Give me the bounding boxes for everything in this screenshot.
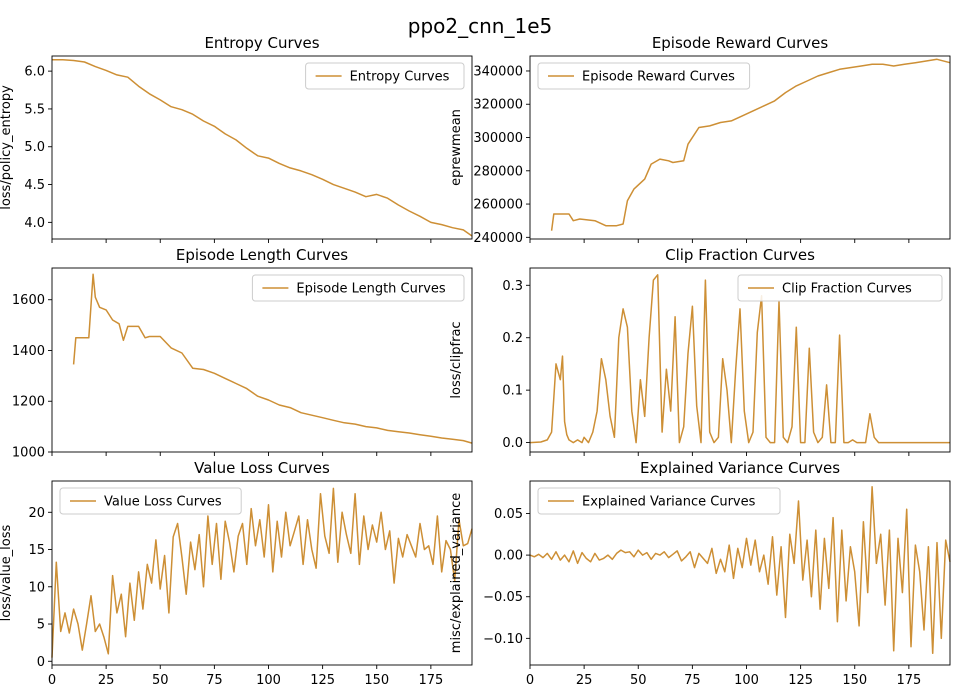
clip-fraction-curves-series-line: [529, 274, 950, 444]
entropy-curves-title: Entropy Curves: [204, 34, 319, 52]
value-loss-curves-legend-label: Value Loss Curves: [104, 495, 222, 510]
explained-variance-curves-ytick-label: 0.00: [494, 549, 523, 564]
episode-length-curves-legend: Episode Length Curves: [251, 274, 465, 302]
value-loss-curves-legend: Value Loss Curves: [59, 487, 242, 515]
entropy-curves-ytick-label: 6.0: [24, 65, 45, 80]
clip-fraction-curves-legend-label: Clip Fraction Curves: [782, 282, 912, 297]
episode-length-curves-series-line: [72, 273, 473, 444]
value-loss-curves-panel: Value Loss Curves loss/value_loss 0 5 10 15 20…: [0, 459, 473, 688]
value-loss-curves-xtick-label: 0: [48, 673, 56, 688]
episode-length-curves-ytick-label: 1400: [12, 344, 45, 359]
entropy-curves-axes-frame: [51, 55, 473, 240]
explained-variance-curves-xtick-label: 100: [734, 673, 759, 688]
clip-fraction-curves-ytick-label: 0.1: [502, 384, 523, 399]
episode-reward-curves-title: Episode Reward Curves: [652, 34, 829, 52]
episode-length-curves-legend-box: [251, 274, 465, 302]
episode-reward-curves-legend-box: [537, 62, 751, 90]
explained-variance-curves-xtick-label: 175: [896, 673, 921, 688]
explained-variance-curves-xtick-label: 50: [630, 673, 647, 688]
clip-fraction-curves-ylabel: loss/clipfrac: [449, 321, 464, 398]
value-loss-curves-ytick-label: 0: [37, 655, 45, 670]
explained-variance-curves-legend-label: Explained Variance Curves: [582, 495, 756, 510]
clip-fraction-curves-ytick-label: 0.0: [502, 436, 523, 451]
clip-fraction-curves-panel: Clip Fraction Curves loss/clipfrac 0.0 0.1 0…: [449, 246, 951, 456]
clip-fraction-curves-ytick-label: 0.2: [502, 331, 523, 346]
explained-variance-curves-panel: Explained Variance Curves misc/explained_…: [449, 459, 951, 688]
value-loss-curves-ytick-label: 15: [28, 543, 45, 558]
episode-reward-curves-ytick-label: 280000: [473, 164, 523, 179]
clip-fraction-curves-title: Clip Fraction Curves: [665, 246, 815, 264]
explained-variance-curves-ytick-label: 0.05: [494, 507, 523, 522]
clip-fraction-curves-ytick-label: 0.3: [502, 279, 523, 294]
value-loss-curves-ytick-label: 5: [37, 618, 45, 633]
value-loss-curves-axes-frame: [51, 480, 473, 666]
value-loss-curves-ytick-label: 20: [28, 506, 45, 521]
explained-variance-curves-xtick-label: 25: [576, 673, 593, 688]
explained-variance-curves-xtick-label: 125: [788, 673, 813, 688]
value-loss-curves-xtick-label: 175: [418, 673, 443, 688]
episode-reward-curves-panel: Episode Reward Curves eprewmean 240000 2600…: [449, 34, 951, 246]
entropy-curves-ytick-label: 5.5: [24, 102, 45, 117]
episode-length-curves-panel: Episode Length Curves 1000 1200 1400 1600 Epi…: [12, 246, 473, 461]
clip-fraction-curves-axes-frame: [529, 267, 951, 453]
clip-fraction-curves-legend-box: [737, 274, 943, 302]
entropy-curves-legend: Entropy Curves: [305, 62, 465, 90]
entropy-curves-legend-box: [305, 62, 465, 90]
value-loss-curves-ytick-label: 10: [28, 580, 45, 595]
clip-fraction-curves-legend: Clip Fraction Curves: [737, 274, 943, 302]
episode-length-curves-axes-frame: [51, 267, 473, 453]
episode-length-curves-title: Episode Length Curves: [176, 246, 348, 264]
value-loss-curves-xtick-label: 100: [256, 673, 281, 688]
episode-length-curves-ytick-label: 1600: [12, 293, 45, 308]
episode-reward-curves-series-line: [550, 58, 951, 231]
value-loss-curves-legend-box: [59, 487, 242, 515]
explained-variance-curves-ytick-label: −0.10: [483, 632, 523, 647]
value-loss-curves-series-line: [51, 487, 473, 658]
explained-variance-curves-legend: Explained Variance Curves: [537, 487, 781, 515]
value-loss-curves-xtick-label: 25: [98, 673, 115, 688]
explained-variance-curves-legend-box: [537, 487, 781, 515]
episode-reward-curves-ytick-label: 320000: [473, 98, 523, 113]
explained-variance-curves-axes-frame: [529, 480, 951, 666]
explained-variance-curves-ylabel: misc/explained_variance: [449, 493, 464, 653]
figure-title: ppo2_cnn_1e5: [408, 14, 552, 38]
episode-length-curves-ytick-label: 1200: [12, 395, 45, 410]
episode-reward-curves-ytick-label: 240000: [473, 231, 523, 246]
episode-length-curves-ytick-label: 1000: [12, 446, 45, 461]
value-loss-curves-title: Value Loss Curves: [194, 459, 330, 477]
value-loss-curves-ylabel: loss/value_loss: [0, 524, 14, 621]
entropy-curves-ytick-label: 5.0: [24, 140, 45, 155]
entropy-curves-legend-label: Entropy Curves: [350, 70, 450, 85]
explained-variance-curves-xtick-label: 150: [842, 673, 867, 688]
episode-reward-curves-axes-frame: [529, 55, 951, 240]
explained-variance-curves-series-line: [529, 486, 951, 655]
explained-variance-curves-xtick-label: 0: [526, 673, 534, 688]
entropy-curves-panel: Entropy Curves loss/policy_entropy 4.0 4.5 5…: [0, 34, 473, 243]
episode-reward-curves-ytick-label: 260000: [473, 198, 523, 213]
value-loss-curves-xtick-label: 50: [152, 673, 169, 688]
entropy-curves-series-line: [52, 59, 473, 237]
entropy-curves-ytick-label: 4.5: [24, 178, 45, 193]
explained-variance-curves-ytick-label: −0.05: [483, 590, 523, 605]
entropy-curves-ylabel: loss/policy_entropy: [0, 85, 14, 210]
explained-variance-curves-title: Explained Variance Curves: [640, 459, 840, 477]
entropy-curves-ytick-label: 4.0: [24, 216, 45, 231]
episode-length-curves-legend-label: Episode Length Curves: [296, 282, 446, 297]
episode-reward-curves-legend-label: Episode Reward Curves: [582, 70, 735, 85]
episode-reward-curves-legend: Episode Reward Curves: [537, 62, 751, 90]
explained-variance-curves-xtick-label: 75: [684, 673, 701, 688]
episode-reward-curves-ytick-label: 300000: [473, 131, 523, 146]
value-loss-curves-xtick-label: 125: [310, 673, 335, 688]
episode-reward-curves-ylabel: eprewmean: [449, 109, 464, 186]
value-loss-curves-xtick-label: 75: [206, 673, 223, 688]
episode-reward-curves-ytick-label: 340000: [473, 64, 523, 79]
value-loss-curves-xtick-label: 150: [364, 673, 389, 688]
